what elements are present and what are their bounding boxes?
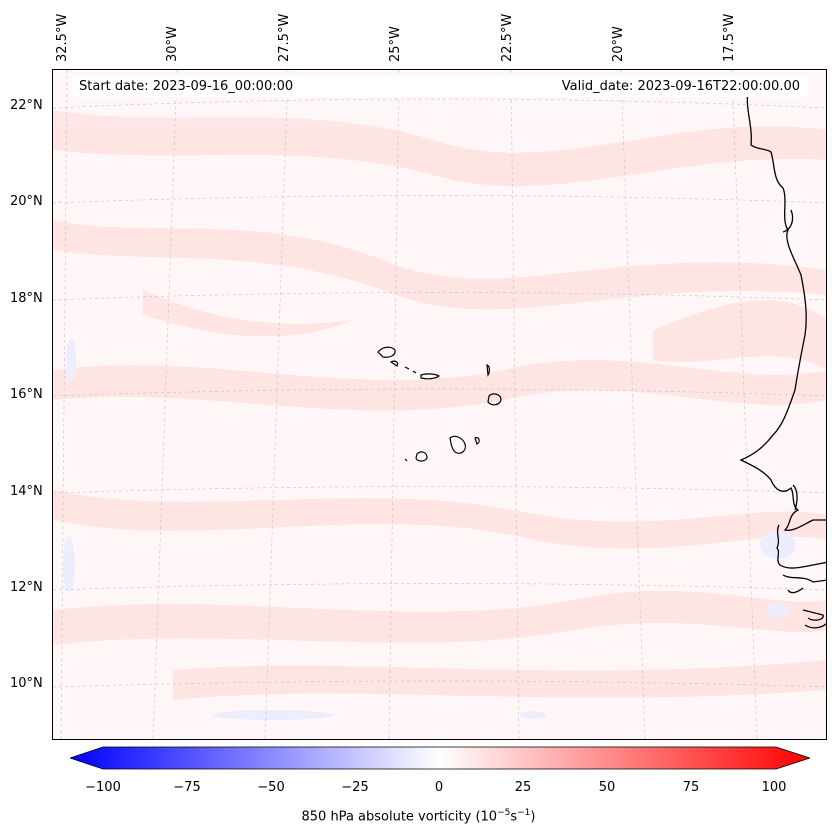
lat-label-18n: 18°N [10,291,43,306]
colorbar-tick: 25 [514,780,532,795]
colorbar-gradient [70,746,810,770]
colorbar [70,746,810,770]
lat-label-12n: 12°N [10,580,43,595]
colorbar-label-exp2: −1 [517,808,531,818]
colorbar-label-exp1: −5 [497,808,511,818]
colorbar-tick: −25 [341,780,369,795]
colorbar-tick: −75 [173,780,201,795]
lon-label-17-5w: 17.5°W [722,13,737,62]
lon-label-20w: 20°W [611,26,626,62]
colorbar-tick: −100 [85,780,121,795]
lon-label-25w: 25°W [388,26,403,62]
valid-date-label: Valid_date: 2023-09-16T22:00:00.00 [561,79,800,94]
lat-label-16n: 16°N [10,387,43,402]
colorbar-tick: 75 [682,780,700,795]
cape-verde-islands [377,346,502,462]
lon-label-32-5w: 32.5°W [55,13,70,62]
lat-label-22n: 22°N [10,98,43,113]
colorbar-tick: 0 [434,780,444,795]
lat-label-20n: 20°N [10,194,43,209]
colorbar-tick: −50 [257,780,285,795]
colorbar-tick: 50 [598,780,616,795]
lon-label-30w: 30°W [165,26,180,62]
lat-label-10n: 10°N [10,676,43,691]
lon-label-27-5w: 27.5°W [277,13,292,62]
vorticity-field [53,70,826,739]
gridlines [53,70,826,739]
colorbar-label-main: 850 hPa absolute vorticity (10 [301,809,498,825]
positive-vorticity-bands [53,110,826,700]
lon-label-22-5w: 22.5°W [500,13,515,62]
colorbar-label-mid: s [510,809,518,825]
lat-label-14n: 14°N [10,484,43,499]
map-panel [52,69,827,740]
coastline [739,89,826,629]
colorbar-label: 850 hPa absolute vorticity (10−5s−1) [0,808,837,824]
start-date-label: Start date: 2023-09-16_00:00:00 [79,79,294,94]
colorbar-label-end: ) [530,809,536,825]
negative-vorticity-patches [63,338,796,720]
colorbar-tick: 100 [761,780,787,795]
info-box [72,76,808,97]
